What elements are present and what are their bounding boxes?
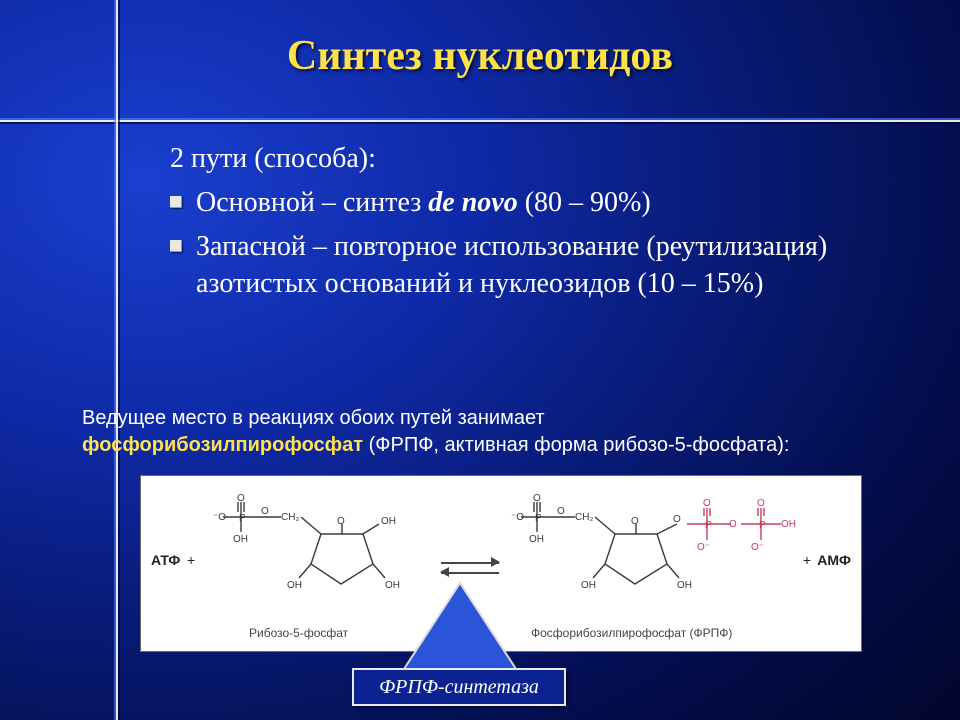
svg-text:⁻O: ⁻O — [511, 512, 524, 523]
svg-text:OH: OH — [385, 580, 400, 591]
bullet-1: Основной – синтез de novo (80 – 90%) — [170, 184, 900, 222]
prpp-svg: O ⁻O OH P O CH₂ O OH OH O O P O⁻ — [509, 494, 809, 624]
svg-text:O: O — [729, 519, 737, 530]
ribose5p-svg: O ⁻O OH P O CH₂ O OH OH OH — [203, 494, 423, 624]
bullet-2: Запасной – повторное использование (реут… — [170, 228, 900, 304]
equilibrium-arrows — [441, 556, 499, 580]
label-amp: АМФ — [817, 552, 851, 568]
bullet-2-text: Запасной – повторное использование (реут… — [196, 228, 900, 304]
lead2-b: (ФРПФ, активная форма рибозо-5-фосфата): — [363, 434, 789, 456]
svg-text:OH: OH — [677, 580, 692, 591]
body-text: 2 пути (способа): Основной – синтез de n… — [170, 140, 900, 309]
bullet-marker — [170, 240, 182, 252]
bullet-1-post: (80 – 90%) — [518, 187, 651, 218]
svg-text:OH: OH — [233, 534, 248, 545]
svg-text:P: P — [239, 513, 246, 524]
decor-line-vertical — [116, 0, 118, 720]
svg-text:O: O — [237, 494, 245, 504]
svg-text:O⁻: O⁻ — [751, 542, 764, 553]
caption-ribose5p: Рибозо-5-фосфат — [249, 626, 348, 640]
lead2-a: Ведущее место в реакциях обоих путей зан… — [82, 407, 545, 429]
svg-text:O: O — [337, 516, 345, 527]
svg-text:P: P — [705, 520, 712, 531]
label-atp: АТФ — [151, 552, 180, 568]
svg-text:OH: OH — [581, 580, 596, 591]
svg-text:O: O — [631, 516, 639, 527]
bullet-1-pre: Основной – синтез — [196, 187, 428, 218]
svg-text:P: P — [535, 513, 542, 524]
svg-text:P: P — [759, 520, 766, 531]
bullet-1-latin: de novo — [428, 187, 517, 218]
decor-line-horizontal — [0, 120, 960, 122]
bullet-1-text: Основной – синтез de novo (80 – 90%) — [196, 184, 900, 222]
molecule-ribose5p: O ⁻O OH P O CH₂ O OH OH OH — [203, 494, 423, 624]
svg-text:O: O — [673, 514, 681, 525]
slide-title: Синтез нуклеотидов — [0, 32, 960, 80]
svg-text:O: O — [533, 494, 541, 504]
svg-text:OH: OH — [381, 516, 396, 527]
enzyme-callout: ФРПФ-синтетаза — [352, 668, 566, 706]
bullet-marker — [170, 196, 182, 208]
plus-right: + — [803, 552, 811, 568]
svg-text:O: O — [557, 506, 565, 517]
svg-text:CH₂: CH₂ — [575, 512, 593, 523]
svg-text:O: O — [703, 498, 711, 509]
slide-root: Синтез нуклеотидов 2 пути (способа): Осн… — [0, 0, 960, 720]
bullet-2-pre: Запасной – повторное использование (реут… — [196, 231, 827, 300]
svg-text:OH: OH — [781, 519, 796, 530]
lead2-keyword: фосфорибозилпирофосфат — [82, 434, 363, 456]
caption-prpp: Фосфорибозилпирофосфат (ФРПФ) — [531, 626, 732, 640]
svg-text:O: O — [261, 506, 269, 517]
plus-left: + — [187, 552, 195, 568]
svg-text:CH₂: CH₂ — [281, 512, 299, 523]
svg-text:OH: OH — [287, 580, 302, 591]
svg-text:⁻O: ⁻O — [213, 512, 226, 523]
intro-line: 2 пути (способа): — [170, 140, 900, 178]
lead-sentence: Ведущее место в реакциях обоих путей зан… — [82, 405, 920, 459]
svg-text:O⁻: O⁻ — [697, 542, 710, 553]
molecule-prpp: O ⁻O OH P O CH₂ O OH OH O O P O⁻ — [509, 494, 809, 624]
svg-text:OH: OH — [529, 534, 544, 545]
svg-text:O: O — [757, 498, 765, 509]
